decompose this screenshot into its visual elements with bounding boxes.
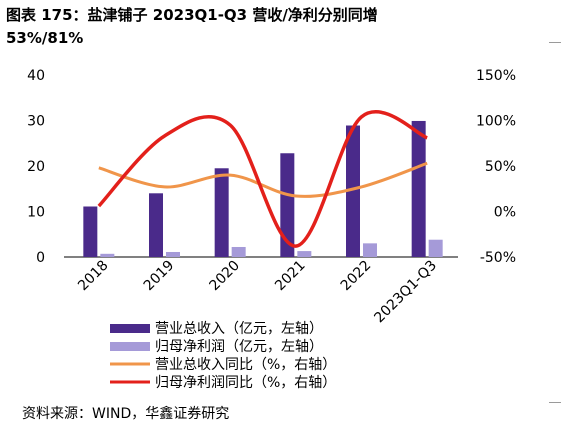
profit-bar	[297, 251, 312, 257]
legend-swatch	[110, 342, 150, 351]
x-tick-label: 2019	[141, 258, 178, 295]
chart-title-line2: 53%/81%	[6, 29, 84, 47]
profit-bar	[100, 253, 115, 257]
right-tick-label: 50%	[485, 159, 516, 175]
right-tick-label: 150%	[476, 68, 516, 84]
bottom-divider	[549, 402, 561, 403]
revenue-bar	[411, 120, 426, 257]
right-tick-label: 100%	[476, 114, 516, 130]
left-tick-label: 0	[36, 250, 45, 266]
legend: 营业总收入（亿元，左轴）归母净利润（亿元，左轴） 营业总收入同比（%，右轴）归母净…	[110, 321, 336, 391]
legend-label: 归母净利润同比（%，右轴）	[155, 374, 336, 391]
chart-title: 图表 175：盐津铺子 2023Q1-Q3 营收/净利分别同增 53%/81%	[6, 4, 546, 50]
left-tick-label: 10	[27, 205, 45, 221]
x-tick-label: 2018	[75, 258, 112, 295]
top-divider	[549, 42, 561, 43]
left-axis-ticks: 0 10 20 30 40	[27, 68, 45, 266]
legend-swatch	[110, 324, 150, 333]
revenue-bar	[214, 168, 229, 257]
revenue-bar	[149, 193, 163, 257]
legend-label: 营业总收入（亿元，左轴）	[155, 321, 323, 337]
combo-chart: 0 10 20 30 40 -50% 0% 50% 100% 150% 2018 2019 2020…	[27, 68, 516, 391]
x-tick-label: 2021	[272, 258, 309, 295]
profit-bar	[166, 251, 180, 257]
chart-title-line1: 图表 175：盐津铺子 2023Q1-Q3 营收/净利分别同增	[6, 6, 378, 24]
revenue-bar	[83, 206, 98, 257]
legend-label: 营业总收入同比（%，右轴）	[155, 357, 336, 373]
profit-bar	[428, 239, 443, 257]
source-note: 资料来源：WIND，华鑫证券研究	[22, 406, 230, 422]
lines	[97, 110, 428, 248]
revenue-bar	[346, 125, 360, 257]
x-tick-label: 2020	[206, 258, 243, 295]
profit-bar	[231, 246, 246, 257]
x-tick-label: 2022	[338, 258, 375, 295]
x-tick-label: 2023Q1-Q3	[371, 258, 440, 327]
right-tick-label: -50%	[480, 250, 516, 266]
revenue-yoy-line	[98, 161, 428, 198]
legend-label: 归母净利润（亿元，左轴）	[155, 338, 323, 355]
left-tick-label: 20	[27, 159, 45, 175]
left-tick-label: 30	[27, 114, 45, 130]
left-tick-label: 40	[27, 68, 45, 84]
profit-bar	[363, 243, 377, 257]
profit-yoy-line	[97, 110, 428, 248]
right-tick-label: 0%	[494, 205, 516, 221]
right-axis-ticks: -50% 0% 50% 100% 150%	[476, 68, 516, 266]
bars	[83, 120, 443, 257]
revenue-bar	[280, 153, 295, 257]
